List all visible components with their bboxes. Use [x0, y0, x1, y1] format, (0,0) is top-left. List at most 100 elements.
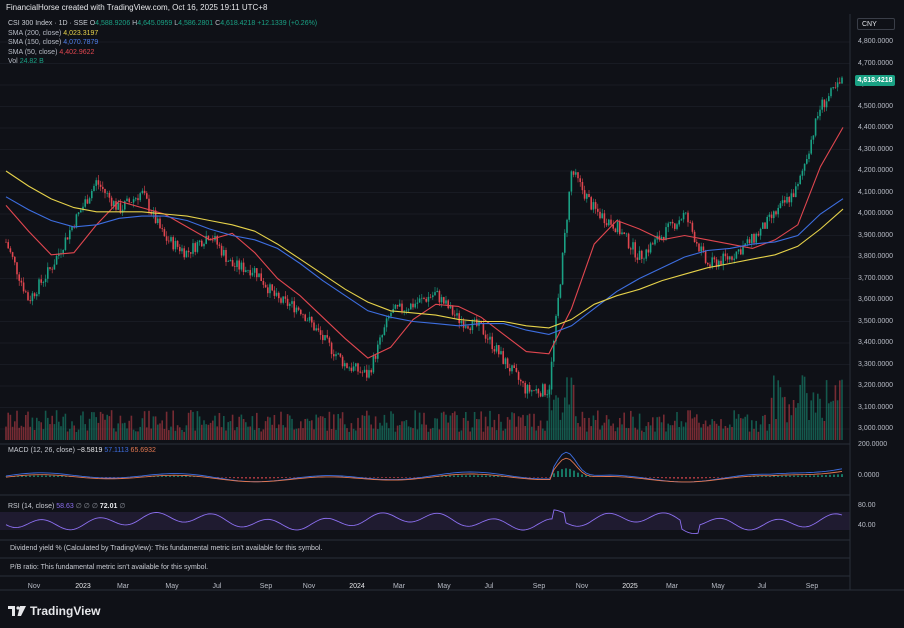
- volume-bar: [700, 427, 702, 440]
- candle-body: [286, 298, 289, 306]
- volume-bar: [119, 415, 122, 440]
- candle-body: [102, 186, 104, 189]
- macd-histogram-bar: [269, 477, 271, 479]
- volume-bar: [392, 413, 394, 440]
- volume-bar: [5, 426, 7, 440]
- candle-body: [403, 310, 405, 312]
- currency-button[interactable]: CNY: [857, 18, 895, 30]
- volume-bar: [176, 425, 179, 440]
- price-axis-label: 4,200.0000: [858, 167, 894, 174]
- macd-histogram-bar: [461, 475, 463, 477]
- volume-bar: [220, 427, 223, 440]
- time-axis-label: Sep: [259, 583, 273, 590]
- volume-bar: [715, 423, 718, 440]
- macd-histogram-bar: [285, 477, 287, 478]
- volume-bar: [641, 430, 643, 440]
- volume-bar: [14, 421, 16, 440]
- volume-bar: [141, 418, 144, 440]
- candle-body: [282, 296, 284, 303]
- macd-histogram-bar: [281, 477, 283, 479]
- dividend-note: Dividend yield % (Calculated by TradingV…: [10, 545, 323, 552]
- candle-body: [117, 202, 119, 210]
- volume-bar: [471, 427, 474, 440]
- candle-body: [491, 336, 493, 350]
- macd-line-value: 57.1113: [104, 447, 129, 454]
- candle-body: [687, 212, 689, 223]
- price-axis-label: 4,400.0000: [858, 124, 894, 131]
- sma150-row[interactable]: SMA (150, close) 4,070.7879: [8, 39, 99, 47]
- time-axis-label: Nov: [302, 583, 316, 590]
- candle-body: [269, 284, 271, 294]
- candle-body: [500, 351, 502, 355]
- sma150-value: 4,070.7879: [63, 39, 99, 47]
- rsi-legend[interactable]: RSI (14, close) 58.63 ∅ ∅ ∅ 72.01 ∅: [8, 503, 126, 510]
- candle-body: [40, 279, 42, 283]
- sma50-row[interactable]: SMA (50, close) 4,402.9622: [8, 48, 95, 56]
- candle-body: [168, 240, 170, 242]
- macd-histogram-bar: [469, 475, 471, 477]
- macd-histogram-bar: [401, 477, 403, 478]
- price-axis-label: 4,100.0000: [858, 188, 894, 196]
- candle-body: [645, 249, 647, 259]
- macd-histogram-bar: [797, 475, 799, 477]
- volume-bar: [295, 428, 298, 440]
- macd-histogram-bar: [173, 475, 175, 477]
- candle-body: [685, 212, 687, 214]
- volume-bar: [322, 416, 324, 440]
- macd-histogram-bar: [833, 474, 835, 477]
- candle-body: [407, 309, 410, 311]
- volume-bar: [117, 423, 119, 440]
- macd-histogram-bar: [389, 477, 391, 478]
- rsi-value-2: 72.01: [99, 503, 118, 510]
- candle-body: [97, 180, 100, 185]
- candle-body: [799, 175, 801, 184]
- candle-body: [698, 243, 700, 252]
- volume-bar: [478, 419, 480, 440]
- candle-body: [784, 200, 786, 203]
- candle-body: [795, 186, 797, 198]
- macd-legend[interactable]: MACD (12, 26, close) −8.5819 57.1113 65.…: [8, 447, 156, 454]
- volume-bar: [823, 421, 826, 440]
- candle-body: [363, 369, 366, 373]
- candle-body: [190, 252, 192, 254]
- tradingview-logo[interactable]: TradingView: [8, 604, 100, 618]
- volume-row[interactable]: Vol 24.82 B: [8, 58, 44, 66]
- candle-body: [634, 242, 636, 258]
- volume-bar: [786, 422, 788, 440]
- macd-histogram-bar: [157, 476, 159, 477]
- volume-bar: [203, 420, 205, 440]
- sma200-row[interactable]: SMA (200, close) 4,023.3197: [8, 29, 99, 37]
- candle-body: [449, 305, 452, 309]
- volume-bar: [179, 427, 181, 440]
- volume-bar: [440, 412, 443, 440]
- candle-body: [654, 239, 656, 245]
- candle-body: [484, 334, 487, 339]
- volume-bar: [300, 421, 302, 440]
- candle-body: [434, 292, 436, 296]
- candle-body: [746, 239, 749, 244]
- rsi-band: [0, 512, 850, 530]
- macd-histogram-bar: [577, 472, 579, 477]
- symbol-row[interactable]: CSI 300 Index · 1D · SSE O4,588.9206 H4,…: [8, 20, 318, 27]
- volume-bar: [748, 431, 751, 440]
- candle-body: [839, 82, 841, 84]
- volume-bar: [161, 420, 163, 440]
- volume-bar: [154, 416, 157, 440]
- macd-histogram-bar: [169, 475, 171, 477]
- volume-bar: [106, 414, 108, 440]
- candle-body: [273, 290, 276, 296]
- candle-body: [630, 248, 632, 250]
- volume-bar: [447, 422, 449, 440]
- candle-body: [183, 248, 185, 258]
- volume-bar: [80, 415, 82, 440]
- macd-histogram-bar: [805, 475, 807, 477]
- candle-body: [713, 257, 716, 260]
- volume-bar: [614, 431, 617, 440]
- time-axis-label: Jul: [484, 583, 494, 590]
- price-axis-label: 3,000.0000: [858, 425, 894, 432]
- candle-body: [348, 367, 350, 369]
- candle-body: [671, 221, 674, 224]
- candle-body: [121, 209, 124, 213]
- candle-body: [361, 372, 364, 374]
